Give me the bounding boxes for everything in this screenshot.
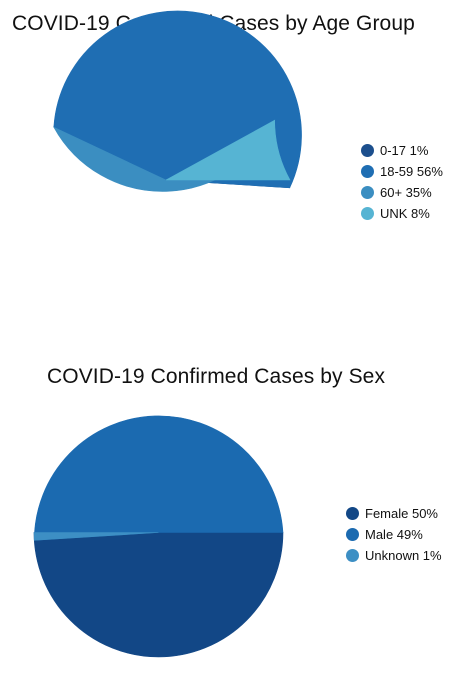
sex-legend: Female 50% Male 49% Unknown 1%: [346, 503, 442, 566]
sex-legend-item: Unknown 1%: [346, 545, 442, 566]
legend-swatch: [361, 186, 374, 199]
legend-label: UNK 8%: [380, 206, 430, 221]
legend-swatch: [361, 144, 374, 157]
sex-chart-title: COVID-19 Confirmed Cases by Sex: [47, 365, 386, 388]
sex-legend-item: Female 50%: [346, 503, 442, 524]
age-legend-item: 18-59 56%: [361, 161, 443, 182]
legend-swatch: [346, 507, 359, 520]
legend-swatch: [346, 549, 359, 562]
legend-label: Female 50%: [365, 506, 438, 521]
pie-slice-unknown: [33, 532, 159, 541]
age-legend: 0-17 1% 18-59 56% 60+ 35% UNK 8%: [361, 140, 443, 224]
pie-slice-female: [33, 532, 284, 658]
legend-swatch: [346, 528, 359, 541]
pie-slice-unk: [165, 119, 291, 181]
age-legend-item: 60+ 35%: [361, 182, 443, 203]
legend-label: 60+ 35%: [380, 185, 432, 200]
sex-pie-chart: [33, 415, 284, 658]
legend-swatch: [361, 165, 374, 178]
legend-label: 0-17 1%: [380, 143, 429, 158]
legend-swatch: [361, 207, 374, 220]
sex-legend-item: Male 49%: [346, 524, 442, 545]
age-pie-chart: [53, 10, 302, 192]
legend-label: Unknown 1%: [365, 548, 442, 563]
pie-slice-male: [33, 415, 284, 541]
age-legend-item: 0-17 1%: [361, 140, 443, 161]
legend-label: Male 49%: [365, 527, 423, 542]
age-legend-item: UNK 8%: [361, 203, 443, 224]
legend-label: 18-59 56%: [380, 164, 443, 179]
